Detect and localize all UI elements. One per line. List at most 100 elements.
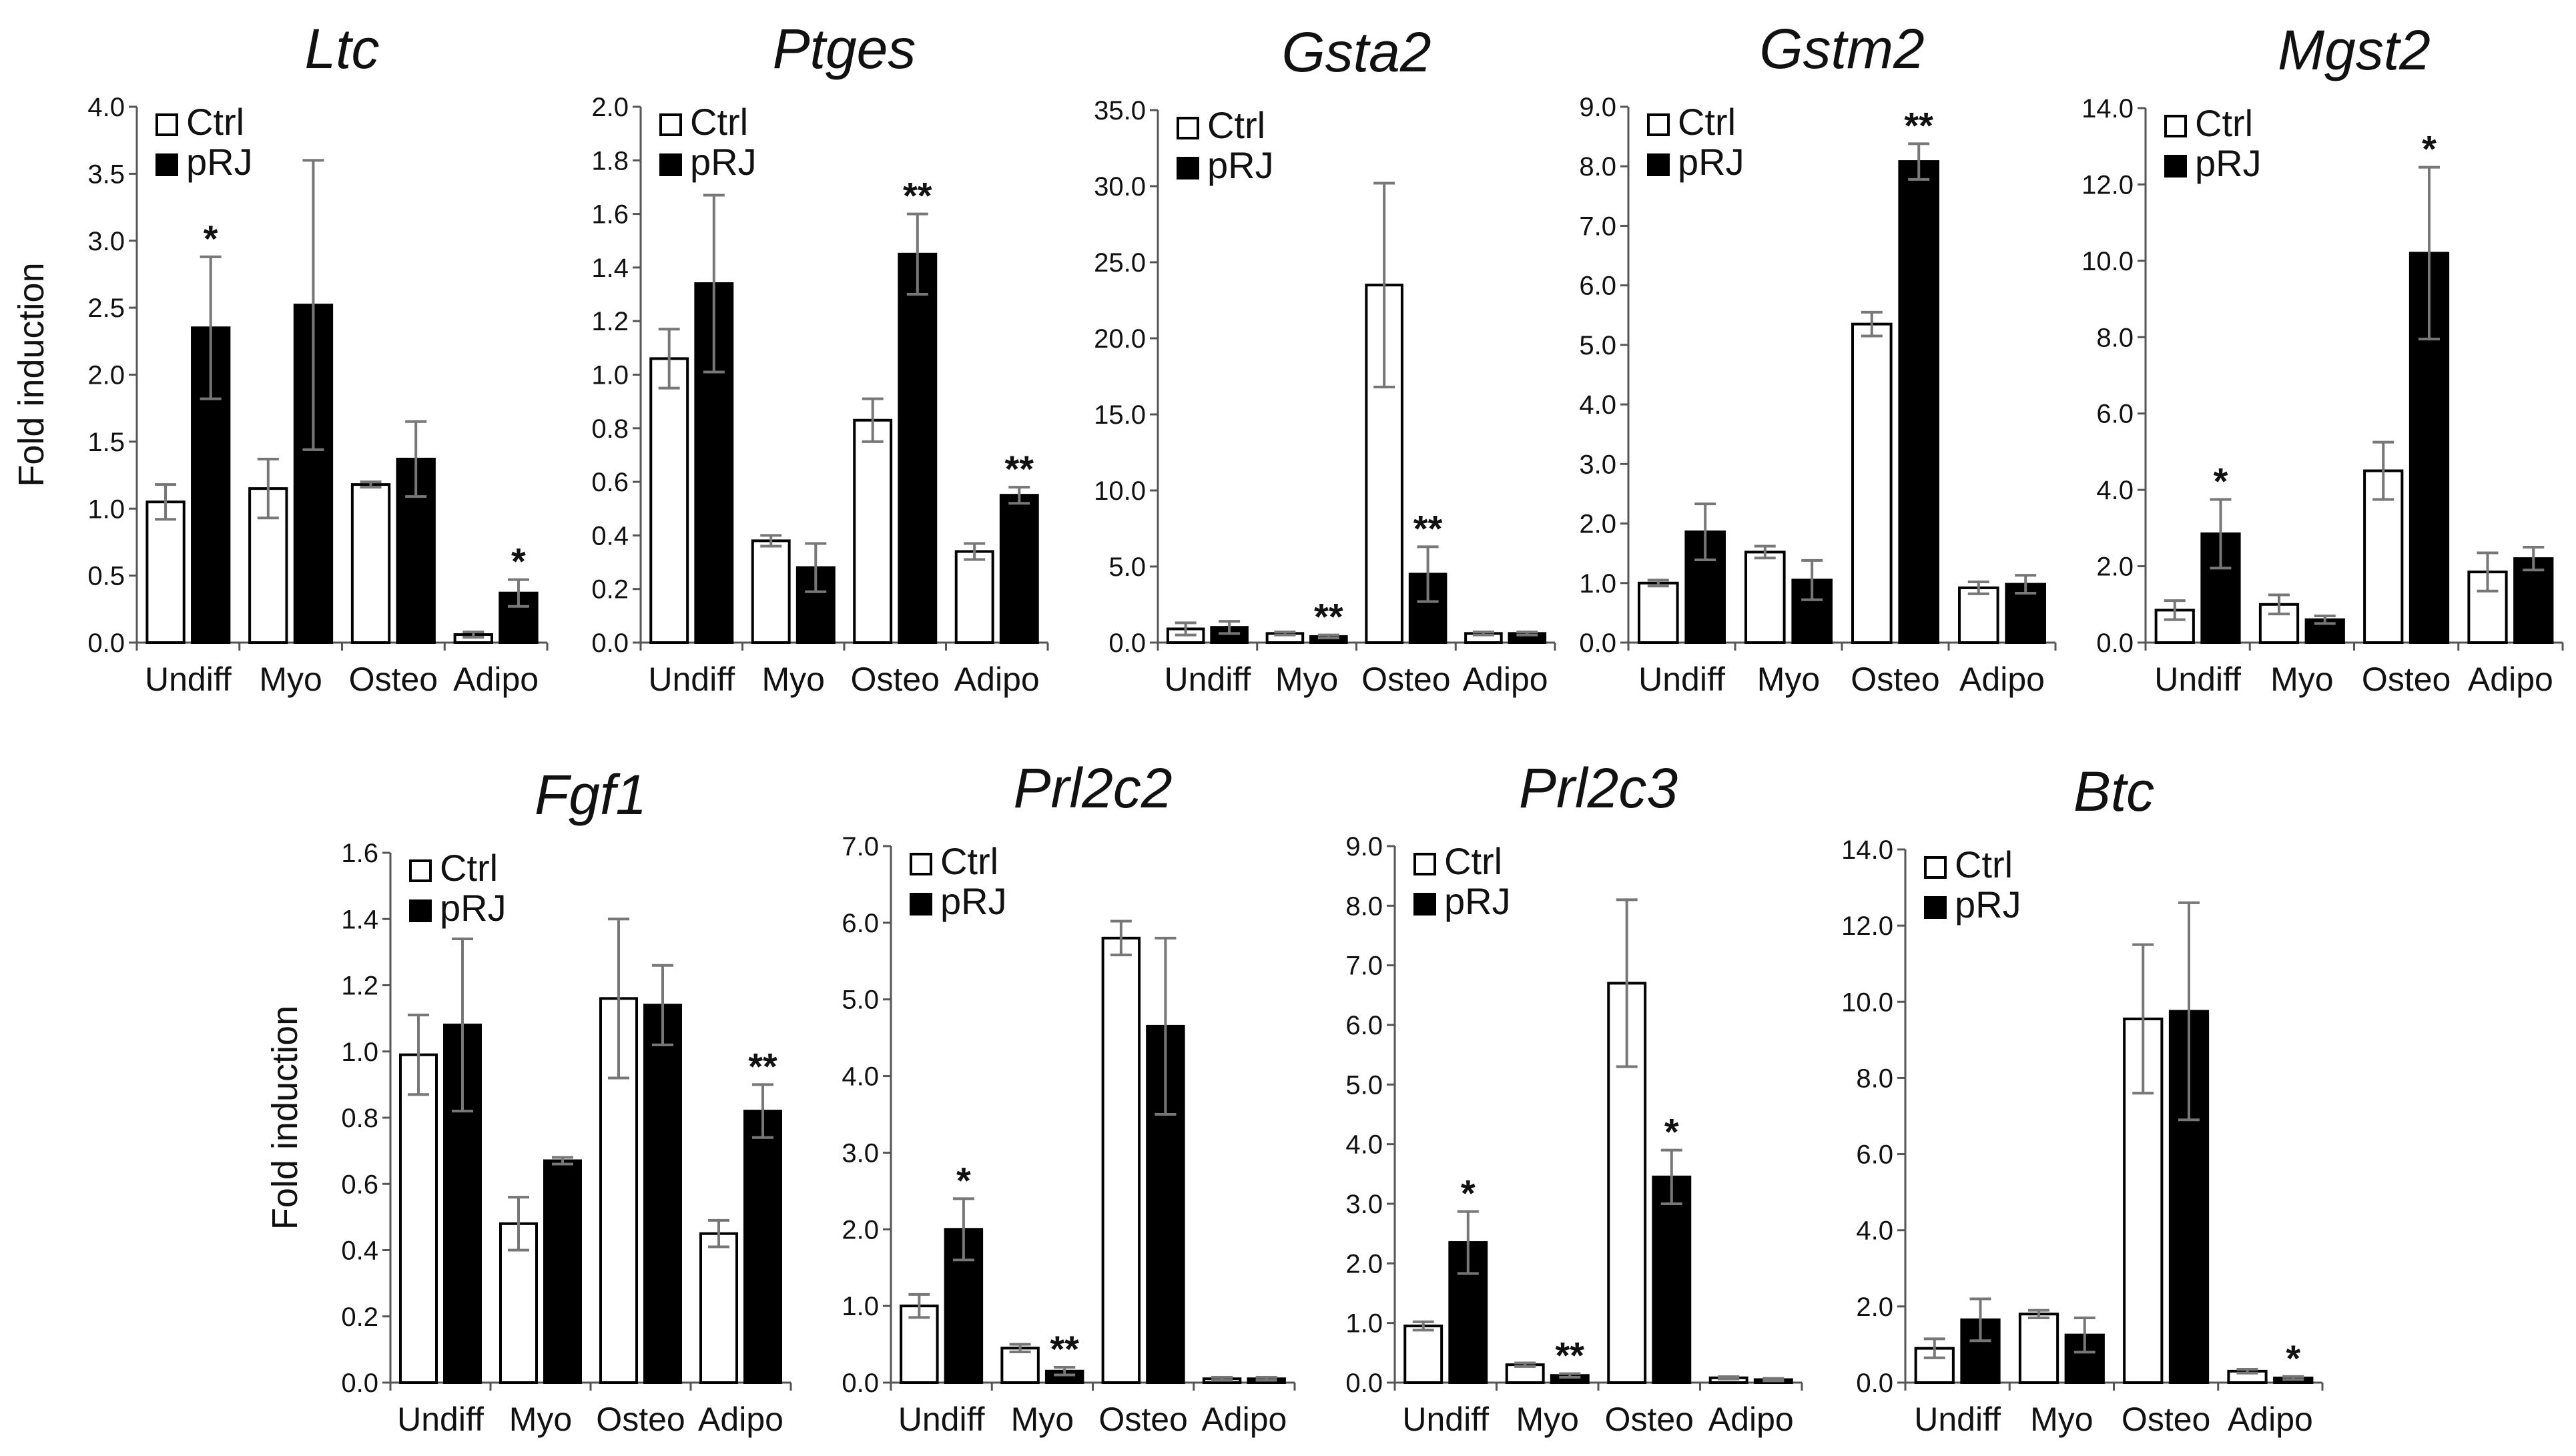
chart-panel-ptges: Ptges 0.0 0.2 0.4 0.6 0.8 1.0 1.2 1.4 1.6 1.8 2.0 Un… <box>591 17 1049 698</box>
x-tick-label: Undiff <box>1402 1401 1489 1438</box>
chart-panel-mgst2: Mgst2 0.0 2.0 4.0 6.0 8.0 10.0 12.0 14.0 Undiff My… <box>2081 19 2564 698</box>
significance-marker: * <box>2286 1337 2300 1379</box>
y-tick-label: 0.0 <box>842 1369 879 1398</box>
y-tick-label: 4.0 <box>1856 1216 1893 1246</box>
x-tick-label: Myo <box>2030 1401 2093 1438</box>
legend-label-prj: pRJ <box>2195 142 2262 184</box>
legend-swatch-prj <box>1924 896 1947 919</box>
y-tick-label: 9.0 <box>1579 93 1616 122</box>
bar-prj-myo <box>543 1159 582 1384</box>
chart-title: Fgf1 <box>535 763 647 826</box>
x-tick-label: Adipo <box>2228 1401 2313 1438</box>
bar-ctrl-undiff <box>399 1053 438 1385</box>
significance-marker: ** <box>1904 104 1933 146</box>
y-tick-label: 10.0 <box>1841 988 1893 1017</box>
y-tick-label: 3.0 <box>1579 450 1616 479</box>
legend-swatch-ctrl <box>659 113 682 136</box>
x-tick-label: Adipo <box>698 1401 783 1438</box>
y-tick-label: 1.0 <box>341 1038 378 1067</box>
y-tick-label: 6.0 <box>2096 400 2134 429</box>
x-tick-label: Osteo <box>1851 661 1939 698</box>
bar-ctrl-myo <box>1000 1347 1040 1385</box>
x-tick-label: Adipo <box>1201 1401 1287 1438</box>
y-tick-label: 4.0 <box>1579 390 1616 420</box>
y-tick-label: 4.0 <box>842 1062 879 1092</box>
legend-label-ctrl: Ctrl <box>1678 101 1736 143</box>
x-tick-label: Osteo <box>1605 1401 1694 1438</box>
x-tick-label: Myo <box>259 661 322 698</box>
x-tick-label: Myo <box>509 1401 572 1438</box>
y-tick-label: 0.8 <box>341 1104 378 1133</box>
y-tick-label: 7.0 <box>1579 212 1616 241</box>
x-tick-label: Undiff <box>2154 661 2241 698</box>
y-tick-label: 2.0 <box>1579 510 1616 539</box>
bar-prj-osteo <box>1898 160 1939 644</box>
x-tick-label: Osteo <box>2362 661 2451 698</box>
legend-swatch-prj <box>1647 153 1670 176</box>
chart-title: Ltc <box>304 17 379 80</box>
y-tick-label: 3.0 <box>1345 1190 1383 1219</box>
y-axis-label: Fold induction <box>11 262 51 486</box>
y-tick-label: 1.0 <box>842 1292 879 1321</box>
x-tick-label: Osteo <box>851 661 940 698</box>
y-tick-label: 0.6 <box>591 468 629 497</box>
y-tick-label: 0.0 <box>1345 1369 1383 1398</box>
bar-ctrl-osteo <box>853 418 893 644</box>
legend-label-ctrl: Ctrl <box>1955 843 2013 885</box>
y-tick-label: 0.0 <box>2096 629 2134 658</box>
significance-marker: * <box>1461 1172 1476 1214</box>
y-tick-label: 1.0 <box>1579 569 1616 599</box>
x-tick-label: Osteo <box>1098 1401 1187 1438</box>
legend-swatch-prj <box>155 153 178 176</box>
legend-label-prj: pRJ <box>1207 144 1274 186</box>
y-tick-label: 4.0 <box>1345 1130 1383 1160</box>
x-tick-label: Myo <box>1275 661 1338 698</box>
x-tick-label: Adipo <box>2468 661 2553 698</box>
y-tick-label: 5.0 <box>1345 1070 1383 1100</box>
x-tick-label: Myo <box>1516 1401 1579 1438</box>
legend-label-ctrl: Ctrl <box>1444 840 1502 882</box>
chart-title: Gsta2 <box>1281 21 1431 83</box>
x-tick-label: Myo <box>762 661 825 698</box>
y-tick-label: 0.0 <box>1856 1369 1893 1398</box>
y-tick-label: 7.0 <box>1345 952 1383 981</box>
x-tick-label: Adipo <box>1959 661 2045 698</box>
y-tick-label: 1.2 <box>591 307 629 336</box>
y-tick-label: 1.0 <box>87 494 125 524</box>
y-tick-label: 1.4 <box>591 254 629 283</box>
legend-label-prj: pRJ <box>1444 880 1511 922</box>
bar-ctrl-osteo <box>350 483 391 644</box>
chart-panel-gsta2: Gsta2 0.0 5.0 10.0 15.0 20.0 25.0 30.0 35.0 Undif… <box>1094 21 1556 698</box>
y-tick-label: 12.0 <box>1841 912 1893 941</box>
y-tick-label: 0.0 <box>1579 629 1616 658</box>
y-tick-label: 1.6 <box>341 839 378 868</box>
bar-ctrl-osteo <box>1851 322 1893 644</box>
x-tick-label: Undiff <box>1165 661 1251 698</box>
y-tick-label: 4.0 <box>2096 476 2134 505</box>
y-tick-label: 0.0 <box>591 629 629 658</box>
bar-ctrl-undiff <box>145 500 186 645</box>
y-tick-label: 0.4 <box>591 521 629 551</box>
chart-panel-gstm2: Gstm2 0.0 1.0 2.0 3.0 4.0 5.0 6.0 7.0 8.0 9.0 Undif… <box>1579 17 2057 698</box>
x-tick-label: Osteo <box>1361 661 1450 698</box>
bar-ctrl-adipo <box>954 550 994 644</box>
legend-swatch-prj <box>1413 893 1436 916</box>
significance-marker: * <box>2422 128 2437 170</box>
y-tick-label: 1.6 <box>591 200 629 230</box>
y-tick-label: 3.0 <box>842 1138 879 1168</box>
y-tick-label: 3.0 <box>87 227 125 256</box>
y-tick-label: 8.0 <box>1579 152 1616 181</box>
y-tick-label: 0.8 <box>591 414 629 444</box>
y-tick-label: 2.0 <box>1345 1249 1383 1279</box>
y-tick-label: 3.5 <box>87 159 125 189</box>
legend-swatch-ctrl <box>2164 115 2187 137</box>
legend-label-prj: pRJ <box>1955 883 2021 926</box>
y-tick-label: 30.0 <box>1094 172 1146 202</box>
y-tick-label: 2.0 <box>842 1215 879 1244</box>
y-tick-label: 10.0 <box>2081 247 2134 276</box>
y-tick-label: 0.6 <box>341 1170 378 1199</box>
y-tick-label: 0.4 <box>341 1236 378 1266</box>
significance-marker: * <box>511 540 526 583</box>
bar-ctrl-undiff <box>649 357 689 644</box>
